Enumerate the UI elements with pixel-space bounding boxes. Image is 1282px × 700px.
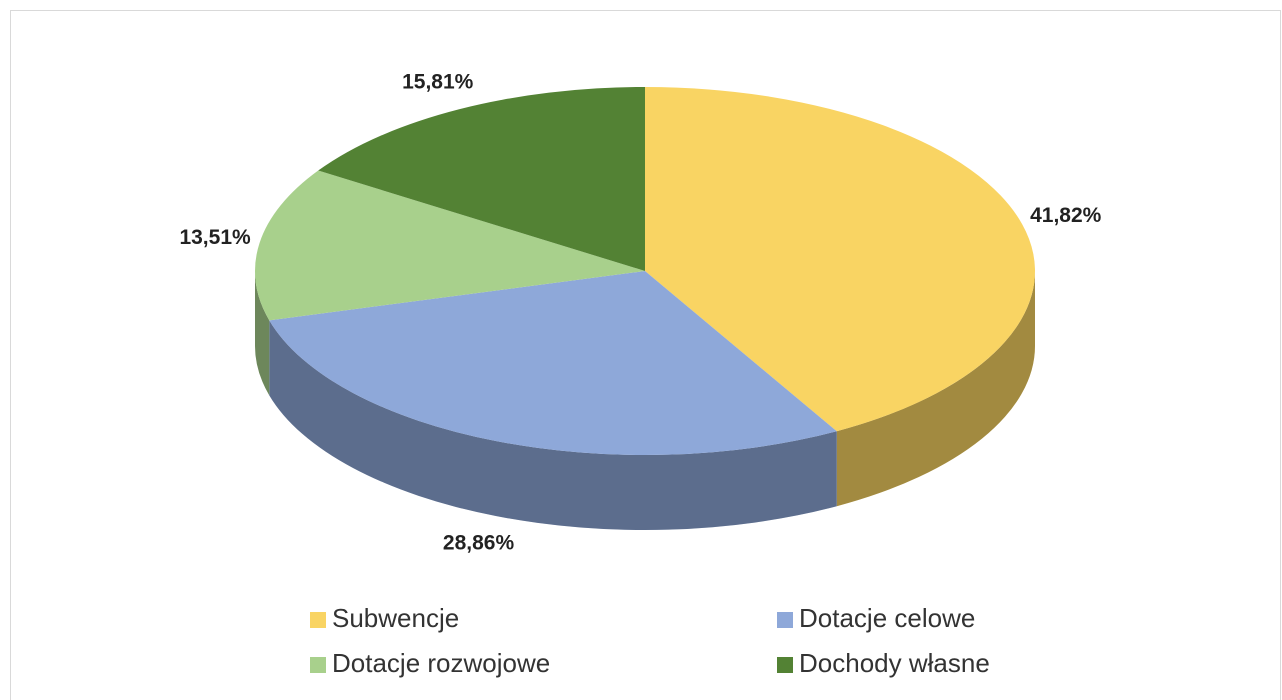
legend-swatch (310, 657, 326, 673)
data-label: 41,82% (1030, 204, 1102, 227)
legend-swatch (777, 612, 793, 628)
data-label: 13,51% (179, 226, 251, 249)
slice-side-shade (255, 271, 270, 396)
chart-frame (10, 10, 1281, 700)
slice (269, 271, 837, 455)
slice-side (269, 320, 837, 530)
slice (645, 87, 1036, 432)
slice (254, 170, 645, 321)
slice-side-shade (836, 271, 1035, 507)
slice-side (255, 271, 270, 396)
legend-swatch (777, 657, 793, 673)
legend-label: Dochody własne (799, 648, 990, 678)
legend-label: Subwencje (332, 603, 459, 633)
legend-label: Dotacje celowe (799, 603, 975, 633)
legend-swatch (310, 612, 326, 628)
slice (318, 87, 645, 271)
data-label: 28,86% (443, 531, 515, 554)
data-label: 15,81% (402, 70, 474, 93)
slice-side-shade (269, 320, 837, 530)
legend-label: Dotacje rozwojowe (332, 648, 550, 678)
slice-side (836, 271, 1035, 507)
